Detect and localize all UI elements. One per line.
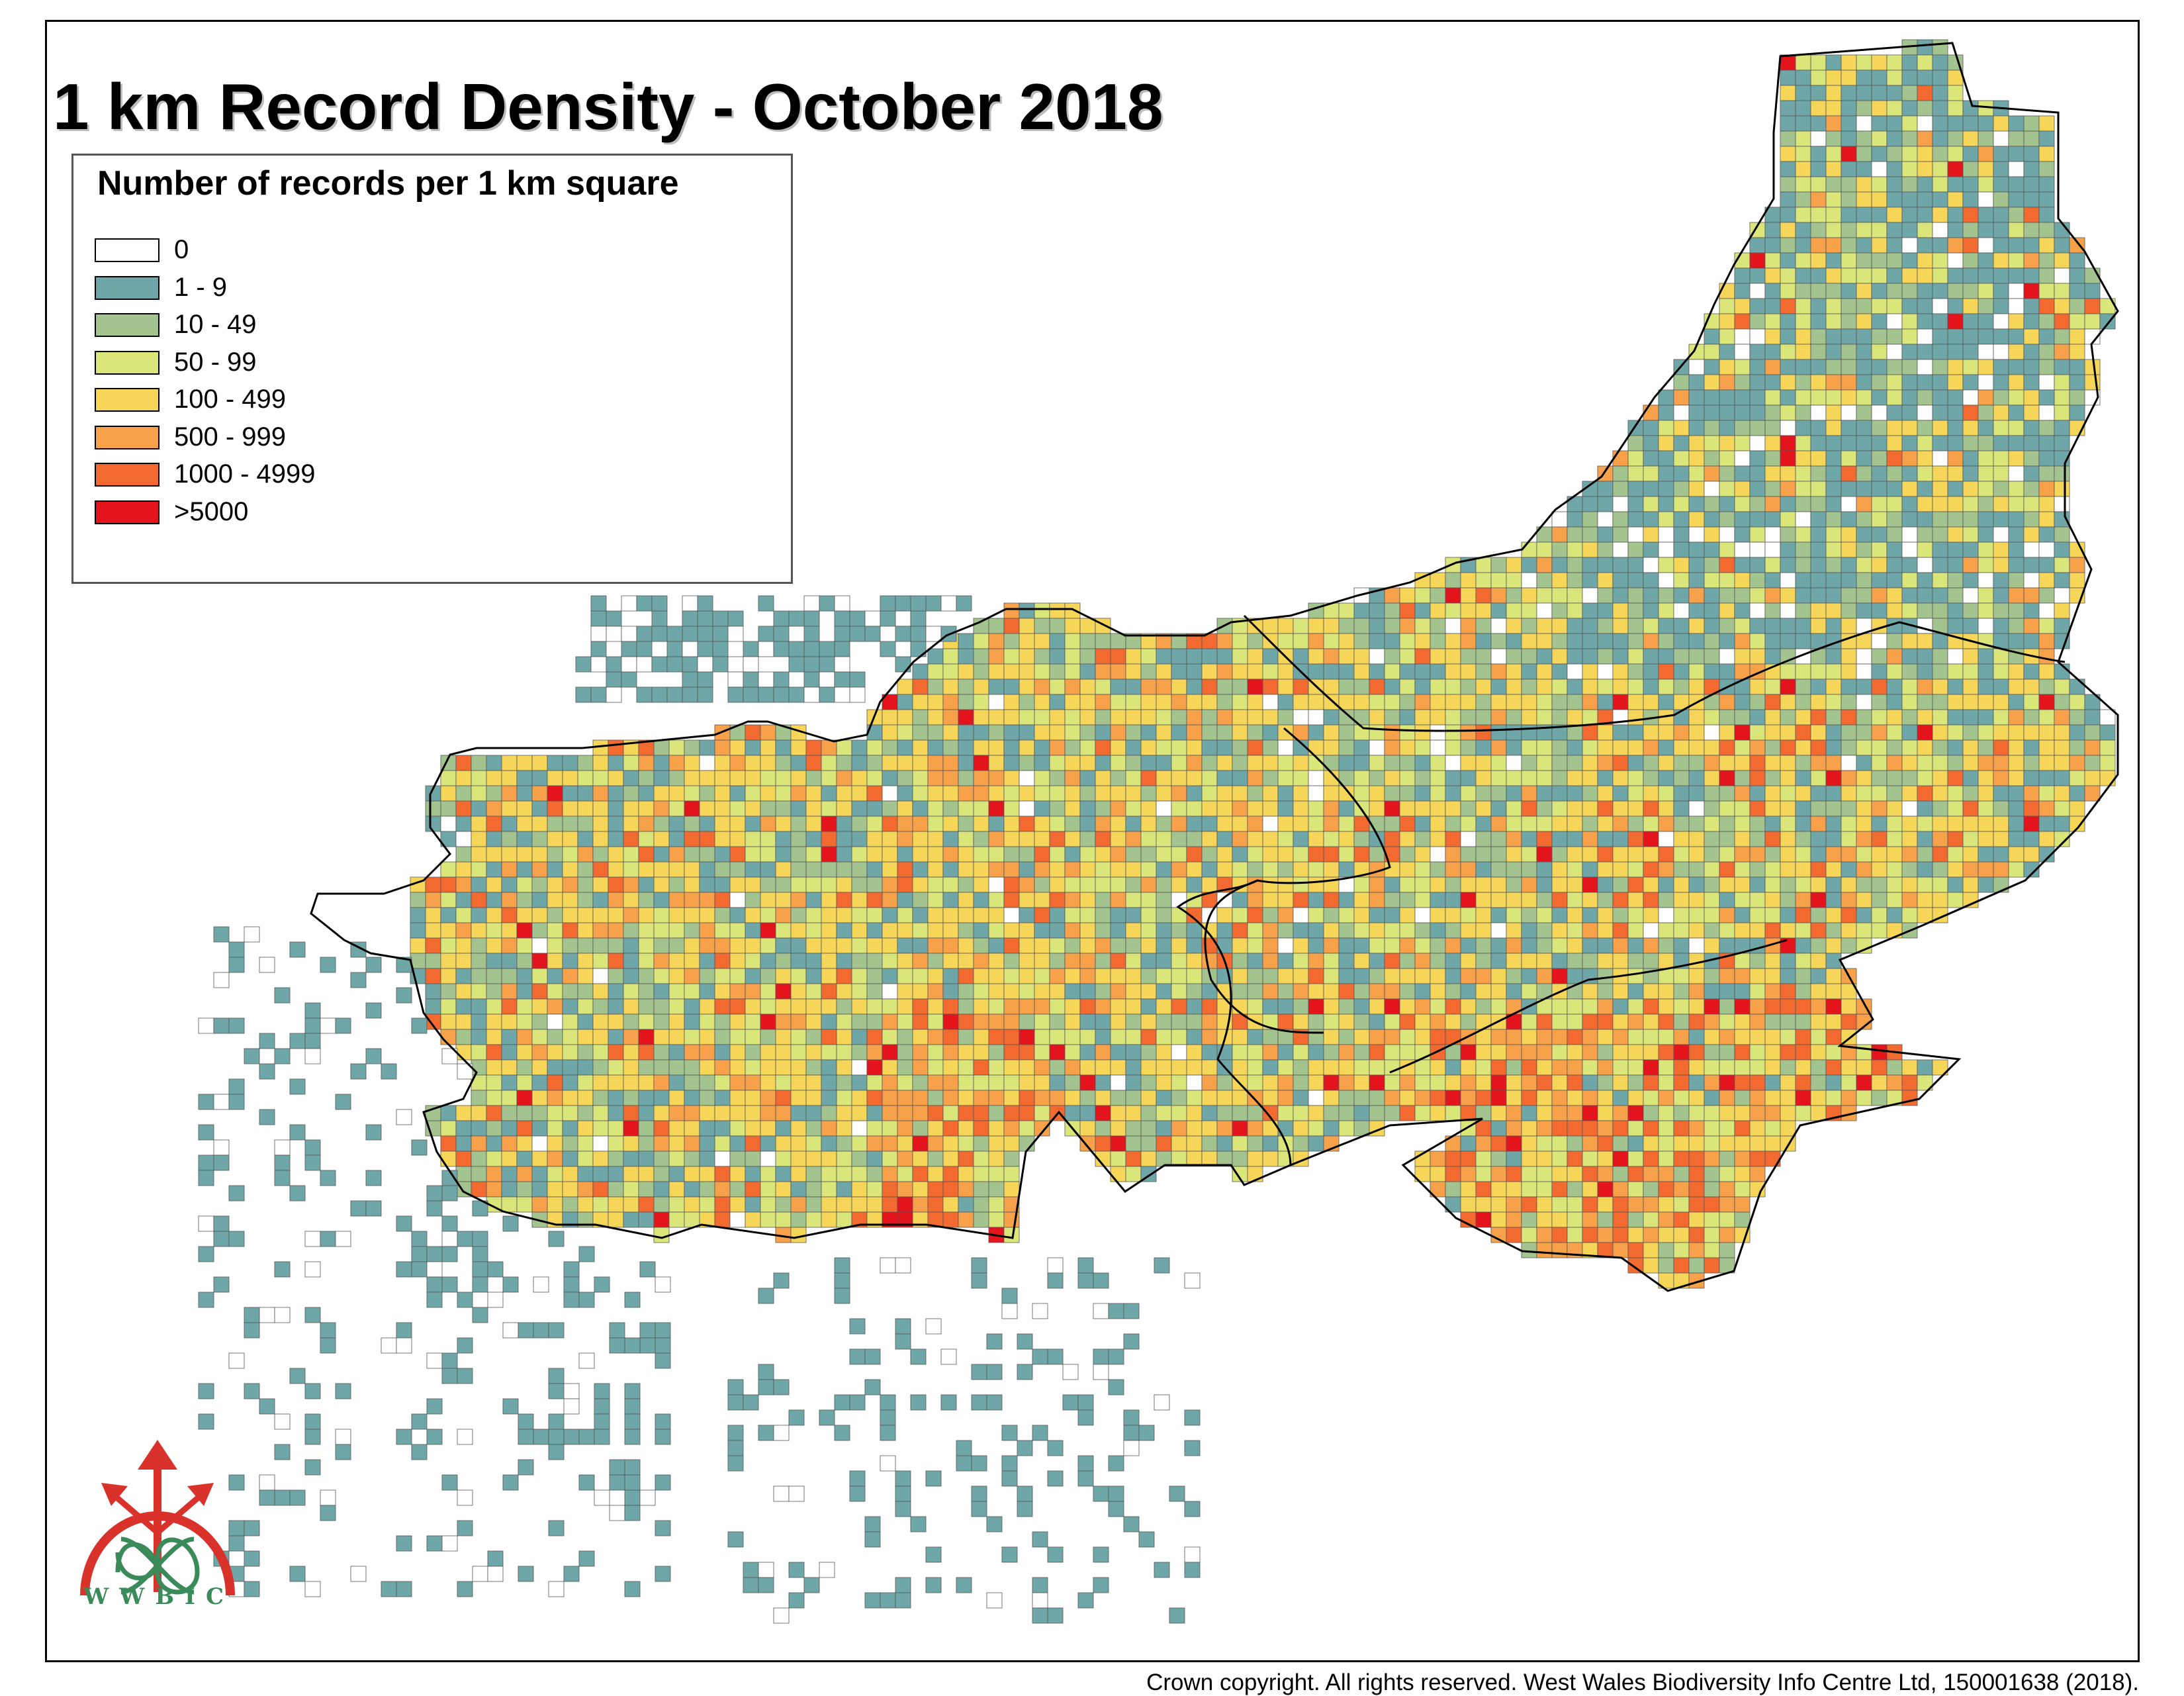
- map-title: 1 km Record Density - October 2018: [53, 70, 1163, 144]
- copyright-notice: Crown copyright. All rights reserved. We…: [1146, 1670, 2139, 1696]
- legend-swatch: [95, 463, 159, 487]
- legend-title: Number of records per 1 km square: [97, 164, 679, 203]
- legend-label: 100 - 499: [174, 385, 286, 414]
- legend-swatch: [95, 238, 159, 262]
- legend-swatch: [95, 313, 159, 337]
- legend-label: 0: [174, 235, 189, 265]
- legend: Number of records per 1 km square 0 1 - 9…: [71, 154, 793, 584]
- legend-label: 500 - 999: [174, 422, 286, 452]
- legend-swatch: [95, 351, 159, 375]
- legend-swatch: [95, 500, 159, 524]
- legend-swatch: [95, 426, 159, 449]
- legend-label: >5000: [174, 497, 248, 527]
- legend-swatch: [95, 388, 159, 412]
- legend-label: 10 - 49: [174, 310, 257, 340]
- legend-label: 1000 - 4999: [174, 459, 316, 489]
- legend-swatch: [95, 276, 159, 300]
- legend-label: 1 - 9: [174, 273, 227, 303]
- logo-text: WWBIC: [73, 1583, 245, 1610]
- legend-label: 50 - 99: [174, 348, 257, 377]
